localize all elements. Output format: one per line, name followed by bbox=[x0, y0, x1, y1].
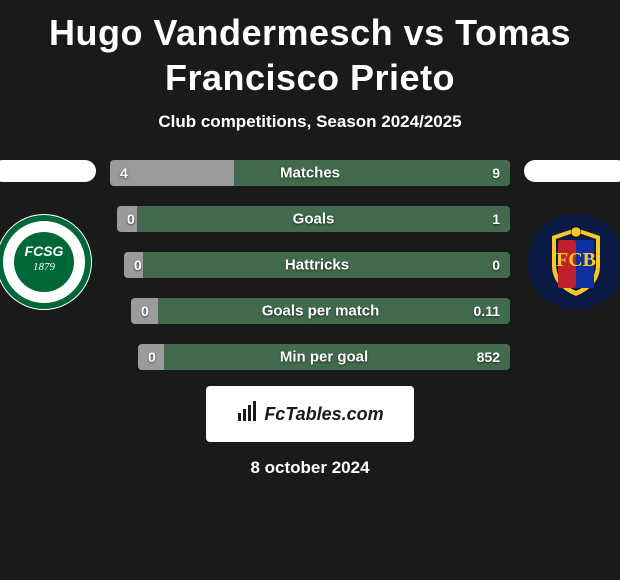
stat-bar: 0 Goals 1 bbox=[117, 206, 510, 232]
bar-label: Min per goal bbox=[280, 349, 368, 366]
stat-bar: 0 Goals per match 0.11 bbox=[131, 298, 510, 324]
subtitle: Club competitions, Season 2024/2025 bbox=[8, 112, 612, 132]
right-club-badge: FCB bbox=[528, 214, 620, 310]
bar-value-right: 0.11 bbox=[474, 303, 500, 319]
bar-value-left: 0 bbox=[134, 257, 142, 273]
main-row: FCSG 1879 ST.GALLEN 4Matches90Goals10Hat… bbox=[8, 160, 612, 370]
stat-bar: 0 Min per goal 852 bbox=[138, 344, 510, 370]
bar-value-left: 0 bbox=[148, 349, 156, 365]
stat-bar: 4 Matches 9 bbox=[110, 160, 510, 186]
bar-value-right: 0 bbox=[492, 257, 500, 273]
chart-icon bbox=[236, 401, 258, 428]
stat-bar: 0 Hattricks 0 bbox=[124, 252, 510, 278]
left-player-pill bbox=[0, 160, 96, 182]
left-club-badge: FCSG 1879 ST.GALLEN bbox=[0, 214, 92, 310]
left-player-col: FCSG 1879 ST.GALLEN bbox=[0, 160, 96, 310]
brand-footer: FcTables.com bbox=[206, 386, 414, 442]
bar-value-right: 1 bbox=[492, 211, 500, 227]
bar-label: Hattricks bbox=[285, 257, 349, 274]
comparison-card: Hugo Vandermesch vs Tomas Francisco Prie… bbox=[0, 0, 620, 488]
bar-left-segment bbox=[110, 160, 234, 186]
bar-value-left: 0 bbox=[141, 303, 149, 319]
bar-right-segment bbox=[234, 160, 510, 186]
brand-text: FcTables.com bbox=[264, 404, 383, 425]
bar-value-left: 4 bbox=[120, 165, 128, 181]
right-player-col: FCB bbox=[524, 160, 620, 310]
svg-text:1879: 1879 bbox=[33, 261, 56, 273]
bar-label: Matches bbox=[280, 165, 340, 182]
bar-label: Goals per match bbox=[262, 303, 380, 320]
svg-text:FCSG: FCSG bbox=[25, 243, 64, 259]
stat-bars: 4 Matches 9 0 Goals 1 0 Hattricks 0 0 Goals per ma… bbox=[110, 160, 510, 370]
page-title: Hugo Vandermesch vs Tomas Francisco Prie… bbox=[8, 10, 612, 100]
date: 8 october 2024 bbox=[8, 458, 612, 478]
bar-label: Goals bbox=[293, 211, 335, 228]
right-player-pill bbox=[524, 160, 620, 182]
svg-text:FCB: FCB bbox=[556, 249, 596, 271]
bar-value-right: 852 bbox=[477, 349, 500, 365]
bar-value-right: 9 bbox=[492, 165, 500, 181]
bar-value-left: 0 bbox=[127, 211, 135, 227]
